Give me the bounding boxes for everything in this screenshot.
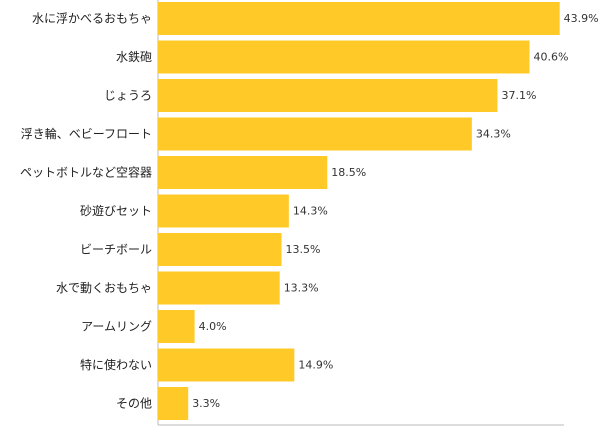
bar-10 [158,387,189,420]
bar-5 [158,194,289,228]
value-labels-group: 43.9% 40.6% 37.1% 34.3% 18.5% 14.3% 13.5% 13.3%… [192,12,598,410]
value-label-0: 43.9% [564,12,599,25]
category-label-2: じょうろ [104,89,152,103]
bar-0 [158,2,560,35]
value-label-10: 3.3% [192,397,220,410]
category-labels-group: 水に浮かべるおもちゃ水鉄砲じょうろ浮き輪、ベビーフロートペットボトルなど空容器砂… [20,12,152,411]
bar-2 [158,79,498,112]
value-label-3: 34.3% [476,128,511,141]
bars-group [158,2,560,420]
category-label-1: 水鉄砲 [116,49,152,64]
bar-6 [158,233,282,266]
value-label-6: 13.5% [286,243,321,256]
category-label-0: 水に浮かべるおもちゃ [32,12,152,26]
value-label-5: 14.3% [293,205,328,218]
bar-9 [158,348,295,382]
category-label-10: その他 [116,397,152,411]
category-label-6: ビーチボール [80,243,152,257]
bar-4 [158,156,328,189]
category-label-3: 浮き輪、ベビーフロート [21,126,152,141]
value-label-4: 18.5% [331,166,366,179]
category-label-8: アームリング [81,320,152,334]
bar-3 [158,117,472,151]
category-label-7: 水で動くおもちゃ [56,281,152,295]
category-label-4: ペットボトルなど空容器 [20,165,152,180]
value-label-9: 14.9% [298,359,333,372]
bar-1 [158,40,530,74]
value-label-2: 37.1% [501,89,536,102]
bar-8 [158,310,195,343]
category-label-5: 砂遊びセット [80,203,152,218]
value-label-8: 4.0% [199,320,227,333]
value-label-7: 13.3% [284,282,319,295]
value-label-1: 40.6% [533,51,568,64]
bar-7 [158,271,280,305]
category-label-9: 特に使わない [80,357,152,372]
